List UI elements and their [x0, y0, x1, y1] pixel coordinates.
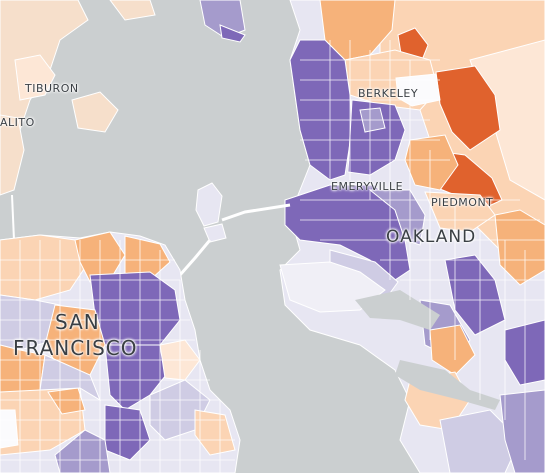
- san-leandro-purple: [499, 389, 545, 473]
- label-san: SAN: [55, 310, 100, 334]
- label-tiburon: TIBURON: [25, 82, 79, 95]
- east-bay-tract-lines: [300, 40, 545, 460]
- label-sausalito: ALITO: [0, 116, 35, 129]
- sf-sunset-deep-orange: [47, 387, 86, 415]
- treasure-island: [195, 182, 223, 227]
- label-francisco: FRANCISCO: [13, 336, 138, 360]
- sf-tract-lines: [0, 240, 235, 473]
- sf-noe-light: [39, 354, 102, 402]
- golden-gate-approach: [11, 194, 15, 241]
- west-oakland-purple: [284, 184, 411, 281]
- bay-bridge-east: [221, 203, 291, 222]
- west-berkeley-purple: [289, 39, 353, 181]
- orange-east-oak: [494, 209, 545, 286]
- deep-orange-berkeley-hills: [435, 65, 501, 151]
- bay-bridge-west: [178, 239, 212, 276]
- oakland-estuary-water: [395, 360, 500, 410]
- label-emeryville: EMERYVILLE: [331, 180, 404, 193]
- sausalito-land: [0, 114, 25, 196]
- richmond-point: [219, 24, 246, 43]
- label-oakland: OAKLAND: [386, 227, 477, 247]
- label-piedmont: PIEDMONT: [431, 196, 494, 209]
- north-bay-island: [109, 0, 156, 21]
- piedmont-tract: [424, 191, 496, 233]
- tiburon-land: [14, 54, 56, 101]
- label-berkeley: BERKELEY: [358, 87, 419, 100]
- inner-harbor-water: [355, 290, 440, 330]
- belvedere-land: [71, 91, 119, 133]
- white-berkeley-campus: [395, 73, 441, 107]
- yerba-buena-island: [203, 223, 227, 243]
- sf-white-park: [0, 409, 19, 449]
